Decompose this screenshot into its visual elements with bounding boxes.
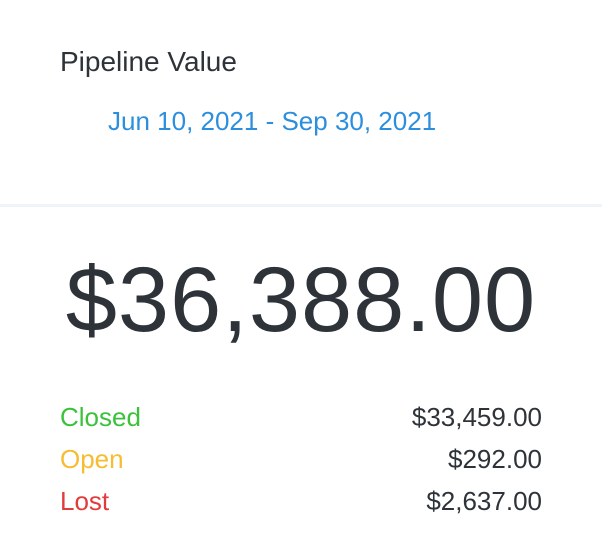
row-label: Closed (60, 402, 141, 432)
card-header: Pipeline Value Jun 10, 2021 - Sep 30, 20… (0, 0, 602, 207)
row-value: $33,459.00 (411, 402, 542, 432)
row-value: $292.00 (448, 444, 542, 474)
breakdown-row: Lost $2,637.00 (60, 486, 542, 520)
total-value: $36,388.00 (65, 249, 537, 351)
card-title: Pipeline Value (60, 46, 237, 77)
date-range[interactable]: Jun 10, 2021 - Sep 30, 2021 (108, 106, 437, 136)
row-label: Lost (60, 486, 110, 516)
breakdown-row: Open $292.00 (60, 444, 542, 478)
row-label: Open (60, 444, 124, 474)
row-value: $2,637.00 (426, 486, 542, 516)
breakdown-row: Closed $33,459.00 (60, 402, 542, 436)
